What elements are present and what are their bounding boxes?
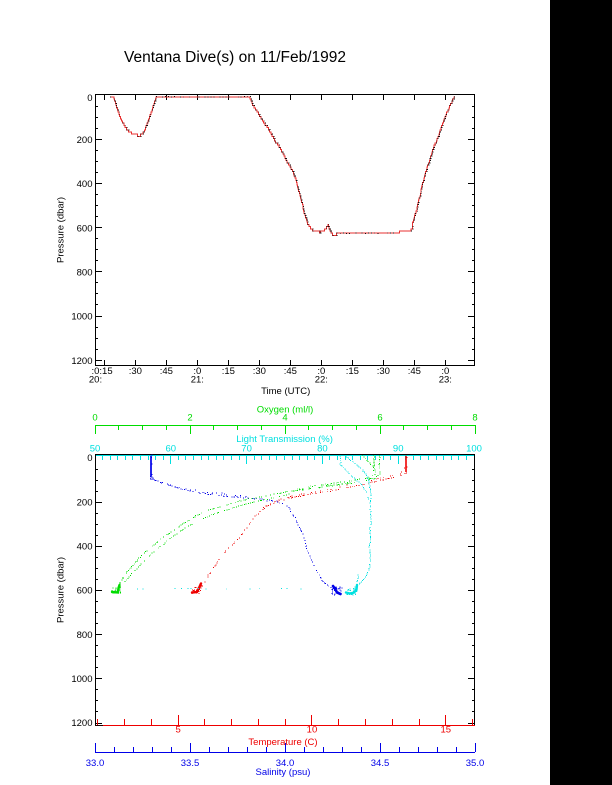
svg-text:33.5: 33.5 — [181, 758, 200, 769]
svg-text:1000: 1000 — [71, 312, 92, 323]
svg-text:90: 90 — [393, 444, 404, 455]
svg-text::0: :0 — [317, 366, 325, 377]
svg-text::45: :45 — [160, 366, 173, 377]
svg-text::30: :30 — [129, 366, 142, 377]
svg-text:Ventana Dive(s) on 11/Feb/1992: Ventana Dive(s) on 11/Feb/1992 — [124, 49, 346, 66]
svg-text:600: 600 — [77, 223, 93, 234]
svg-text:Pressure (dbar): Pressure (dbar) — [56, 197, 67, 263]
svg-text::0: :0 — [92, 366, 100, 377]
svg-text:1000: 1000 — [71, 674, 92, 685]
svg-text:400: 400 — [77, 542, 93, 553]
svg-text::45: :45 — [408, 366, 421, 377]
svg-text:Light Transmission (%): Light Transmission (%) — [236, 434, 333, 445]
svg-text:200: 200 — [77, 135, 93, 146]
svg-text:6: 6 — [377, 413, 382, 424]
svg-text:400: 400 — [77, 179, 93, 190]
svg-text:22:: 22: — [315, 375, 328, 386]
svg-text:2: 2 — [187, 413, 192, 424]
svg-text:Salinity (psu): Salinity (psu) — [256, 767, 311, 778]
svg-text:23:: 23: — [439, 375, 452, 386]
svg-text:0: 0 — [92, 413, 97, 424]
svg-text:8: 8 — [472, 413, 477, 424]
svg-text:Temperature (C): Temperature (C) — [248, 737, 317, 748]
svg-text::0: :0 — [441, 366, 449, 377]
svg-text:20:: 20: — [89, 375, 102, 386]
svg-text:800: 800 — [77, 630, 93, 641]
svg-text:21:: 21: — [191, 375, 204, 386]
svg-text:1200: 1200 — [71, 356, 92, 367]
svg-text:5: 5 — [175, 725, 180, 736]
svg-text:80: 80 — [317, 444, 328, 455]
svg-text::15: :15 — [222, 366, 235, 377]
svg-text:34.5: 34.5 — [371, 758, 390, 769]
svg-text:600: 600 — [77, 586, 93, 597]
svg-text::30: :30 — [377, 366, 390, 377]
svg-text:Oxygen (ml/l): Oxygen (ml/l) — [257, 405, 313, 416]
svg-text:0: 0 — [87, 453, 92, 464]
svg-text:60: 60 — [166, 444, 177, 455]
svg-text:0: 0 — [87, 93, 92, 104]
svg-text:Time (UTC): Time (UTC) — [261, 386, 310, 397]
svg-text:200: 200 — [77, 497, 93, 508]
svg-text:33.0: 33.0 — [86, 758, 105, 769]
svg-text:Pressure (dbar): Pressure (dbar) — [56, 557, 67, 623]
svg-text:50: 50 — [90, 444, 101, 455]
svg-text:34.0: 34.0 — [276, 758, 295, 769]
svg-text:10: 10 — [307, 725, 318, 736]
svg-text:70: 70 — [241, 444, 252, 455]
svg-text::0: :0 — [193, 366, 201, 377]
svg-text::15: :15 — [99, 366, 112, 377]
svg-text:1200: 1200 — [71, 718, 92, 729]
svg-text::15: :15 — [346, 366, 359, 377]
svg-text::45: :45 — [284, 366, 297, 377]
svg-text:15: 15 — [441, 725, 452, 736]
svg-text:100: 100 — [466, 444, 482, 455]
svg-text:800: 800 — [77, 268, 93, 279]
svg-text::30: :30 — [253, 366, 266, 377]
svg-text:4: 4 — [282, 413, 287, 424]
svg-text:35.0: 35.0 — [466, 758, 485, 769]
